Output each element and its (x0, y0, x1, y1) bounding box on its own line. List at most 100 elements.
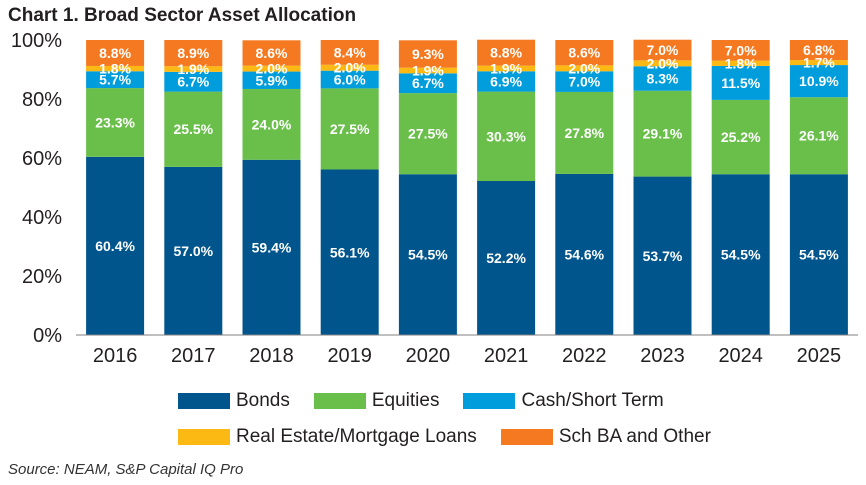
data-label: 8.8% (99, 45, 131, 61)
bar-segment (789, 174, 848, 335)
data-label: 8.9% (177, 45, 209, 61)
data-label: 7.0% (568, 74, 600, 90)
x-tick-label: 2025 (797, 345, 842, 367)
x-tick-label: 2022 (562, 345, 607, 367)
bar-segment (398, 67, 457, 74)
data-label: 25.5% (173, 121, 213, 137)
bar-segment (555, 173, 614, 335)
bar-segment (320, 64, 379, 71)
data-label: 27.8% (564, 125, 604, 141)
y-tick-label: 100% (11, 30, 62, 52)
bar-segment (789, 60, 848, 66)
legend-item-sch-ba: Sch BA and Other (500, 426, 711, 448)
data-label: 6.9% (490, 73, 522, 89)
x-tick-label: 2019 (327, 345, 372, 367)
legend-label-cash: Cash/Short Term (521, 390, 664, 411)
legend-swatch-sch-ba (500, 429, 553, 445)
data-label: 1.7% (803, 55, 835, 71)
bar-segment (711, 99, 770, 175)
bar-segment (86, 65, 145, 72)
bar-segment (164, 166, 223, 335)
data-label: 6.8% (803, 42, 835, 58)
data-label: 59.4% (252, 239, 292, 255)
bar-segment (555, 71, 614, 92)
chart-title: Chart 1. Broad Sector Asset Allocation (8, 5, 357, 26)
data-label: 6.7% (177, 74, 209, 90)
bar-segment (164, 40, 223, 67)
data-label: 11.5% (721, 75, 760, 91)
bar-segment (86, 88, 145, 157)
data-label: 54.5% (408, 247, 448, 263)
data-label: 1.9% (412, 63, 444, 79)
bar-segment (477, 181, 536, 335)
data-label: 25.2% (721, 129, 761, 145)
data-label: 23.3% (95, 114, 135, 130)
legend-item-bonds: Bonds (178, 390, 290, 412)
bar-segment (711, 40, 770, 61)
bar-segment (477, 71, 536, 92)
bar-segment (320, 169, 379, 335)
data-label: 60.4% (95, 238, 135, 254)
legend-label-bonds: Bonds (236, 390, 290, 411)
bar-segment (477, 91, 536, 182)
data-label: 8.6% (568, 45, 600, 61)
data-label: 5.7% (99, 72, 131, 88)
bar-segment (320, 40, 379, 65)
bar-segment (711, 60, 770, 66)
legend: Bonds Equities Cash/Short Term Real Esta… (178, 383, 838, 455)
data-label: 29.1% (643, 126, 683, 142)
legend-swatch-bonds (178, 393, 230, 409)
bar-segment (789, 65, 848, 98)
data-label: 6.7% (412, 75, 444, 91)
legend-label-sch-ba: Sch BA and Other (558, 426, 711, 447)
bar-segment (633, 176, 692, 335)
x-tick-label: 2023 (640, 345, 685, 367)
bar-segment (86, 71, 145, 89)
bar-segment (477, 39, 536, 66)
y-tick-label: 0% (33, 325, 62, 347)
bar-segment (711, 65, 770, 100)
bar-segment (242, 65, 301, 72)
data-label: 27.5% (408, 126, 448, 142)
data-label: 57.0% (173, 243, 213, 259)
x-tick-label: 2021 (484, 345, 529, 367)
data-label: 5.9% (256, 72, 288, 88)
source-note: Source: NEAM, S&P Capital IQ Pro (8, 461, 244, 478)
bar-segment (398, 174, 457, 335)
legend-swatch-cash (463, 393, 516, 409)
bar-segment (789, 40, 848, 61)
bar-segment (633, 60, 692, 67)
legend-swatch-real-estate (178, 429, 230, 445)
bar-segment (555, 65, 614, 72)
data-label: 8.3% (647, 70, 679, 86)
legend-row-2: Real Estate/Mortgage Loans Sch BA and Ot… (178, 419, 838, 455)
x-tick-label: 2017 (171, 345, 216, 367)
data-label: 56.1% (330, 244, 370, 260)
data-label: 8.8% (490, 45, 522, 61)
bar-segment (477, 65, 536, 72)
bar-segment (633, 66, 692, 91)
data-label: 2.0% (256, 61, 288, 77)
legend-label-equities: Equities (371, 390, 440, 411)
data-label: 52.2% (486, 250, 526, 266)
bar-segment (711, 174, 770, 335)
legend-item-equities: Equities (313, 390, 440, 412)
y-tick-label: 20% (22, 266, 62, 288)
data-label: 24.0% (252, 116, 292, 132)
data-label: 27.5% (330, 121, 370, 137)
bar-segment (398, 40, 457, 68)
legend-row-1: Bonds Equities Cash/Short Term (178, 383, 838, 419)
legend-swatch-equities (313, 393, 366, 409)
x-tick-label: 2024 (718, 345, 763, 367)
bar-segment (242, 159, 301, 335)
y-tick-label: 80% (22, 89, 62, 111)
legend-item-cash: Cash/Short Term (463, 390, 664, 412)
bar-segment (320, 70, 379, 89)
bar-segment (555, 40, 614, 66)
bar-segment (398, 73, 457, 94)
y-tick-label: 60% (22, 148, 62, 170)
x-tick-label: 2018 (249, 345, 294, 367)
data-label: 54.5% (799, 247, 839, 263)
bar-segment (164, 71, 223, 92)
data-label: 26.1% (799, 128, 839, 144)
